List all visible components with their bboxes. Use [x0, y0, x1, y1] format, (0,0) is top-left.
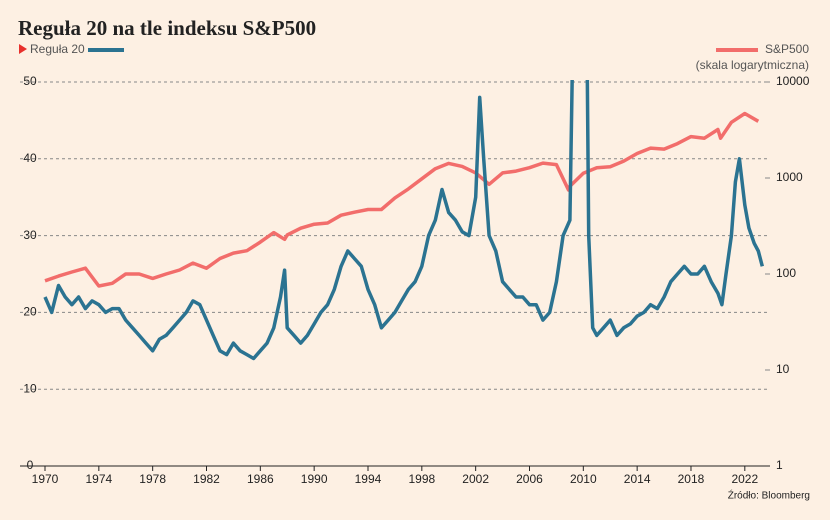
- y-tick-label: 0: [27, 458, 34, 472]
- source: Źródło: Bloomberg: [728, 489, 810, 502]
- x-tick-label: 1998: [408, 472, 435, 486]
- x-tick-label: 2018: [678, 472, 705, 486]
- x-tick-label: 2022: [731, 472, 758, 486]
- legend-marker: [19, 44, 27, 54]
- series-line: [44, 111, 760, 288]
- y2-tick-label: 1: [776, 458, 783, 472]
- y2-tick-label: 1000: [776, 170, 803, 184]
- x-tick-label: 1978: [139, 472, 166, 486]
- legend-label: Reguła 20: [30, 42, 85, 56]
- x-tick-label: 1986: [247, 472, 274, 486]
- x-tick-label: 1974: [85, 472, 112, 486]
- x-tick-label: 1994: [355, 472, 382, 486]
- y-tick-label: 50: [23, 74, 37, 88]
- y-tick-label: 30: [23, 228, 37, 242]
- legend-label: S&P500: [765, 42, 809, 56]
- x-tick-label: 2010: [570, 472, 597, 486]
- x-tick-label: 2014: [624, 472, 651, 486]
- y-tick-label: 20: [23, 305, 37, 319]
- y2-tick-label: 100: [776, 266, 796, 280]
- y-tick-label: 40: [23, 151, 37, 165]
- y-tick-label: 10: [23, 381, 37, 395]
- x-tick-label: 1982: [193, 472, 220, 486]
- x-tick-label: 2002: [462, 472, 489, 486]
- series-line: [43, 80, 764, 361]
- x-tick-label: 1970: [32, 472, 59, 486]
- y2-tick-label: 10000: [776, 74, 810, 88]
- chart-title: Reguła 20 na tle indeksu S&P500: [18, 16, 316, 40]
- x-tick-label: 2006: [516, 472, 543, 486]
- x-tick-label: 1990: [301, 472, 328, 486]
- axis-label: (skala logarytmiczna): [696, 58, 809, 72]
- y2-tick-label: 10: [776, 362, 790, 376]
